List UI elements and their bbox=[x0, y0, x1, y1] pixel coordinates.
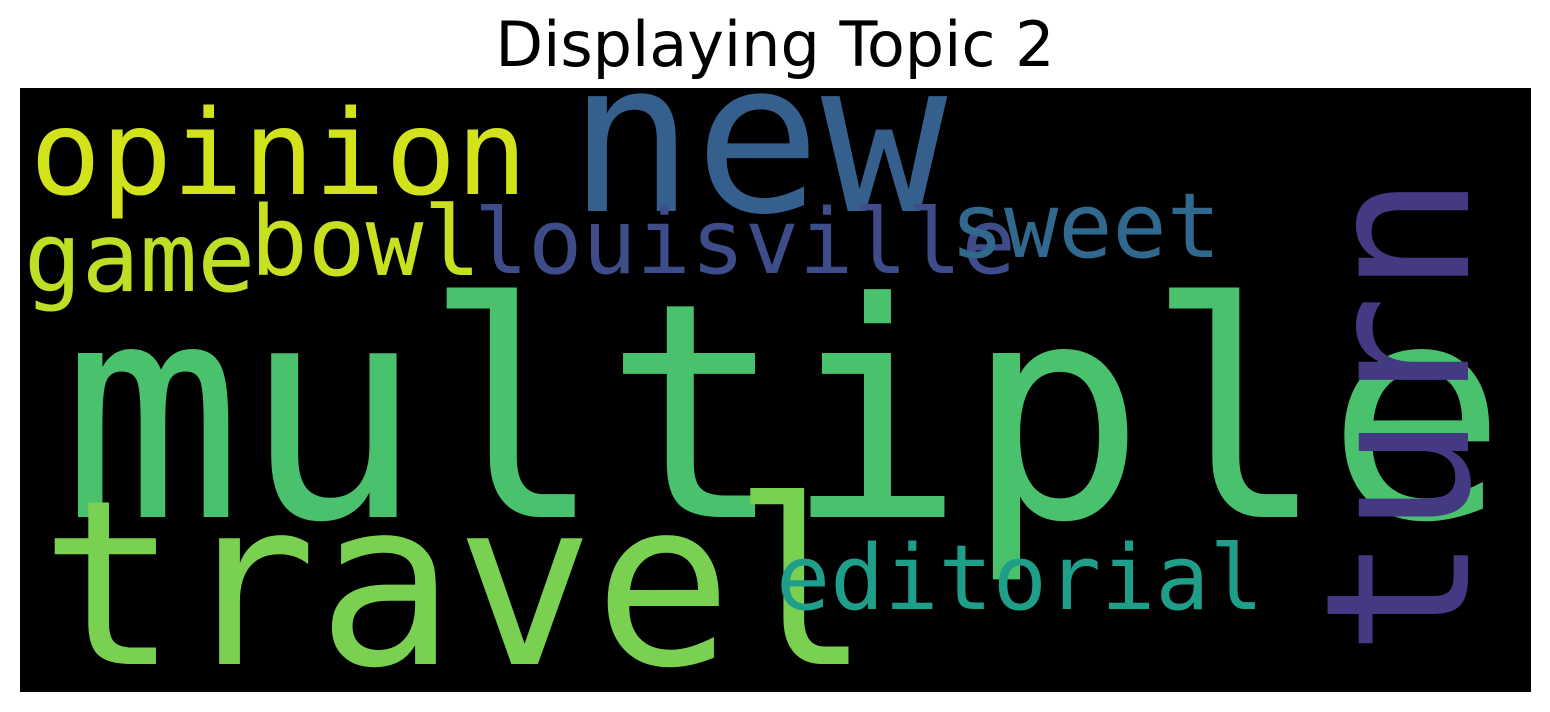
word-turn: turn bbox=[1283, 174, 1516, 656]
word-multiple: multiple bbox=[62, 239, 1507, 588]
word-opinion: opinion bbox=[30, 88, 528, 222]
word-travel: travel bbox=[40, 452, 871, 693]
word-editorial: editorial bbox=[776, 526, 1264, 631]
word-turn-wrapper: turn bbox=[1283, 88, 1516, 678]
word-louisville: louisville bbox=[474, 190, 1016, 295]
word-new: new bbox=[568, 88, 948, 261]
word-sweet: sweet bbox=[950, 174, 1221, 279]
figure-title: Displaying Topic 2 bbox=[495, 8, 1055, 81]
word-bowl: bowl bbox=[250, 186, 482, 298]
word-game: game bbox=[24, 202, 256, 314]
word-cloud: multiple travel new opinion turn game bo… bbox=[20, 88, 1531, 692]
